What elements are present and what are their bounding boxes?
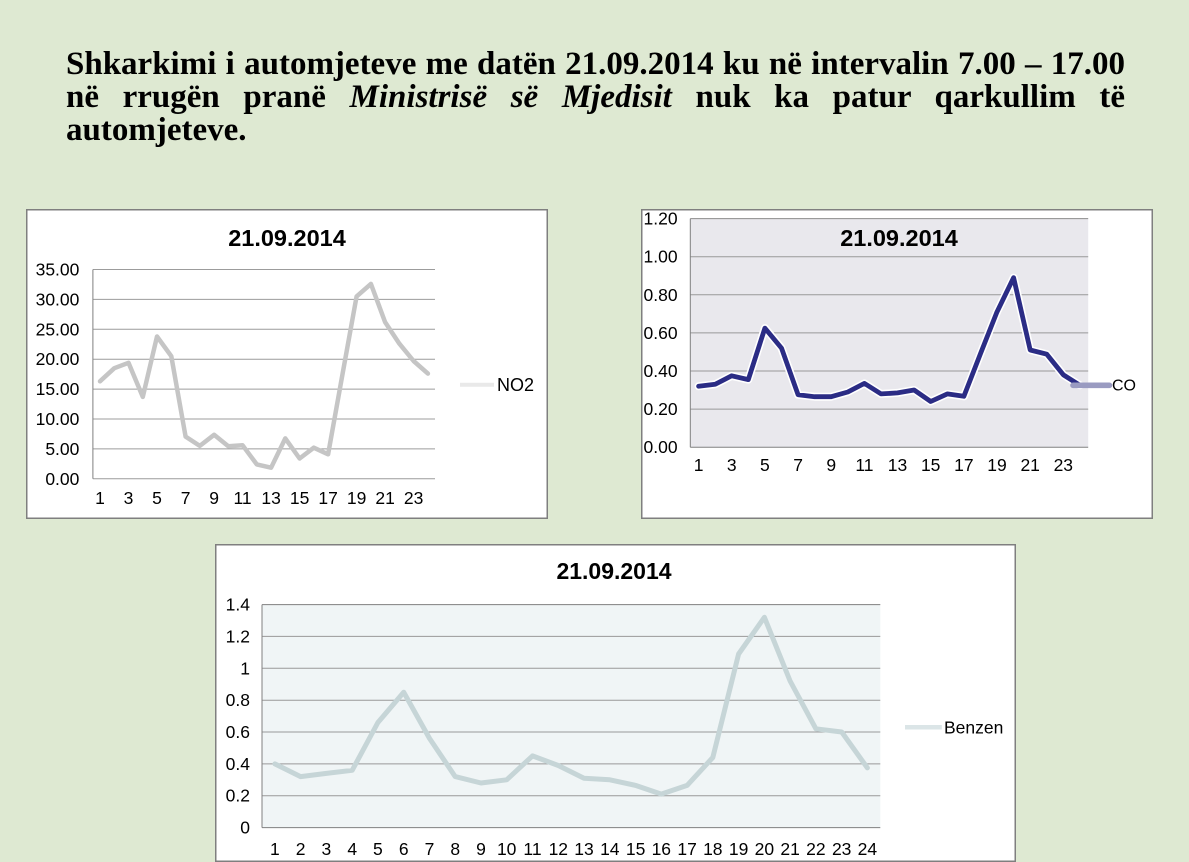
svg-text:17: 17	[954, 455, 973, 475]
svg-text:0.80: 0.80	[644, 285, 678, 305]
svg-text:11: 11	[523, 839, 541, 859]
svg-text:18: 18	[703, 839, 722, 859]
svg-text:10.00: 10.00	[36, 409, 80, 429]
svg-text:30.00: 30.00	[36, 289, 80, 309]
svg-text:3: 3	[727, 455, 737, 475]
svg-text:17: 17	[677, 839, 696, 859]
svg-text:3: 3	[124, 488, 134, 508]
svg-text:13: 13	[888, 455, 907, 475]
svg-text:0: 0	[240, 818, 250, 838]
svg-text:22: 22	[806, 839, 825, 859]
svg-text:0.2: 0.2	[226, 786, 250, 806]
svg-text:21.09.2014: 21.09.2014	[840, 225, 958, 251]
svg-text:25.00: 25.00	[36, 319, 80, 339]
svg-text:5: 5	[373, 839, 383, 859]
svg-text:19: 19	[987, 455, 1006, 475]
svg-text:9: 9	[826, 455, 836, 475]
svg-text:8: 8	[450, 839, 460, 859]
svg-text:5: 5	[760, 455, 770, 475]
svg-text:21: 21	[375, 488, 394, 508]
svg-text:5.00: 5.00	[45, 439, 79, 459]
svg-text:1.4: 1.4	[226, 595, 251, 615]
svg-text:13: 13	[574, 839, 593, 859]
svg-text:13: 13	[261, 488, 280, 508]
svg-text:12: 12	[549, 839, 568, 859]
svg-text:0.20: 0.20	[644, 399, 678, 419]
svg-text:23: 23	[1054, 455, 1073, 475]
svg-text:0.8: 0.8	[226, 690, 250, 710]
svg-text:7: 7	[793, 455, 803, 475]
svg-text:21: 21	[1020, 455, 1039, 475]
svg-text:21.09.2014: 21.09.2014	[228, 225, 346, 251]
svg-text:0.00: 0.00	[45, 469, 79, 489]
svg-text:7: 7	[181, 488, 191, 508]
svg-text:Benzen: Benzen	[944, 718, 1003, 738]
svg-text:CO: CO	[1112, 378, 1136, 395]
svg-text:1: 1	[95, 488, 105, 508]
svg-text:5: 5	[152, 488, 162, 508]
svg-text:9: 9	[476, 839, 486, 859]
svg-text:23: 23	[832, 839, 851, 859]
svg-text:19: 19	[347, 488, 366, 508]
svg-text:15.00: 15.00	[36, 379, 80, 399]
svg-text:1.20: 1.20	[644, 209, 678, 229]
svg-text:2: 2	[296, 839, 306, 859]
svg-text:0.4: 0.4	[226, 754, 251, 774]
svg-text:17: 17	[318, 488, 337, 508]
svg-text:21: 21	[780, 839, 799, 859]
svg-text:6: 6	[399, 839, 409, 859]
svg-text:11: 11	[855, 455, 873, 475]
svg-text:1.2: 1.2	[226, 626, 250, 646]
svg-text:19: 19	[729, 839, 748, 859]
svg-text:15: 15	[290, 488, 309, 508]
svg-text:0.00: 0.00	[644, 437, 678, 457]
svg-text:35.00: 35.00	[36, 260, 80, 280]
svg-text:NO2: NO2	[497, 375, 534, 395]
svg-text:10: 10	[497, 839, 517, 859]
svg-text:21.09.2014: 21.09.2014	[556, 558, 671, 584]
svg-text:23: 23	[404, 488, 423, 508]
svg-text:14: 14	[600, 839, 620, 859]
svg-text:24: 24	[858, 839, 878, 859]
svg-text:15: 15	[626, 839, 645, 859]
svg-text:16: 16	[652, 839, 671, 859]
svg-text:20: 20	[755, 839, 775, 859]
svg-text:9: 9	[209, 488, 219, 508]
svg-text:4: 4	[347, 839, 357, 859]
svg-text:1: 1	[270, 839, 280, 859]
svg-text:11: 11	[234, 488, 252, 508]
svg-text:0.6: 0.6	[226, 722, 250, 742]
svg-text:7: 7	[425, 839, 435, 859]
svg-text:20.00: 20.00	[36, 349, 80, 369]
svg-text:0.40: 0.40	[644, 361, 678, 381]
svg-text:1.00: 1.00	[644, 247, 678, 267]
svg-text:1: 1	[694, 455, 704, 475]
svg-text:1: 1	[240, 658, 250, 678]
svg-text:3: 3	[322, 839, 332, 859]
svg-text:15: 15	[921, 455, 940, 475]
svg-text:0.60: 0.60	[644, 323, 678, 343]
